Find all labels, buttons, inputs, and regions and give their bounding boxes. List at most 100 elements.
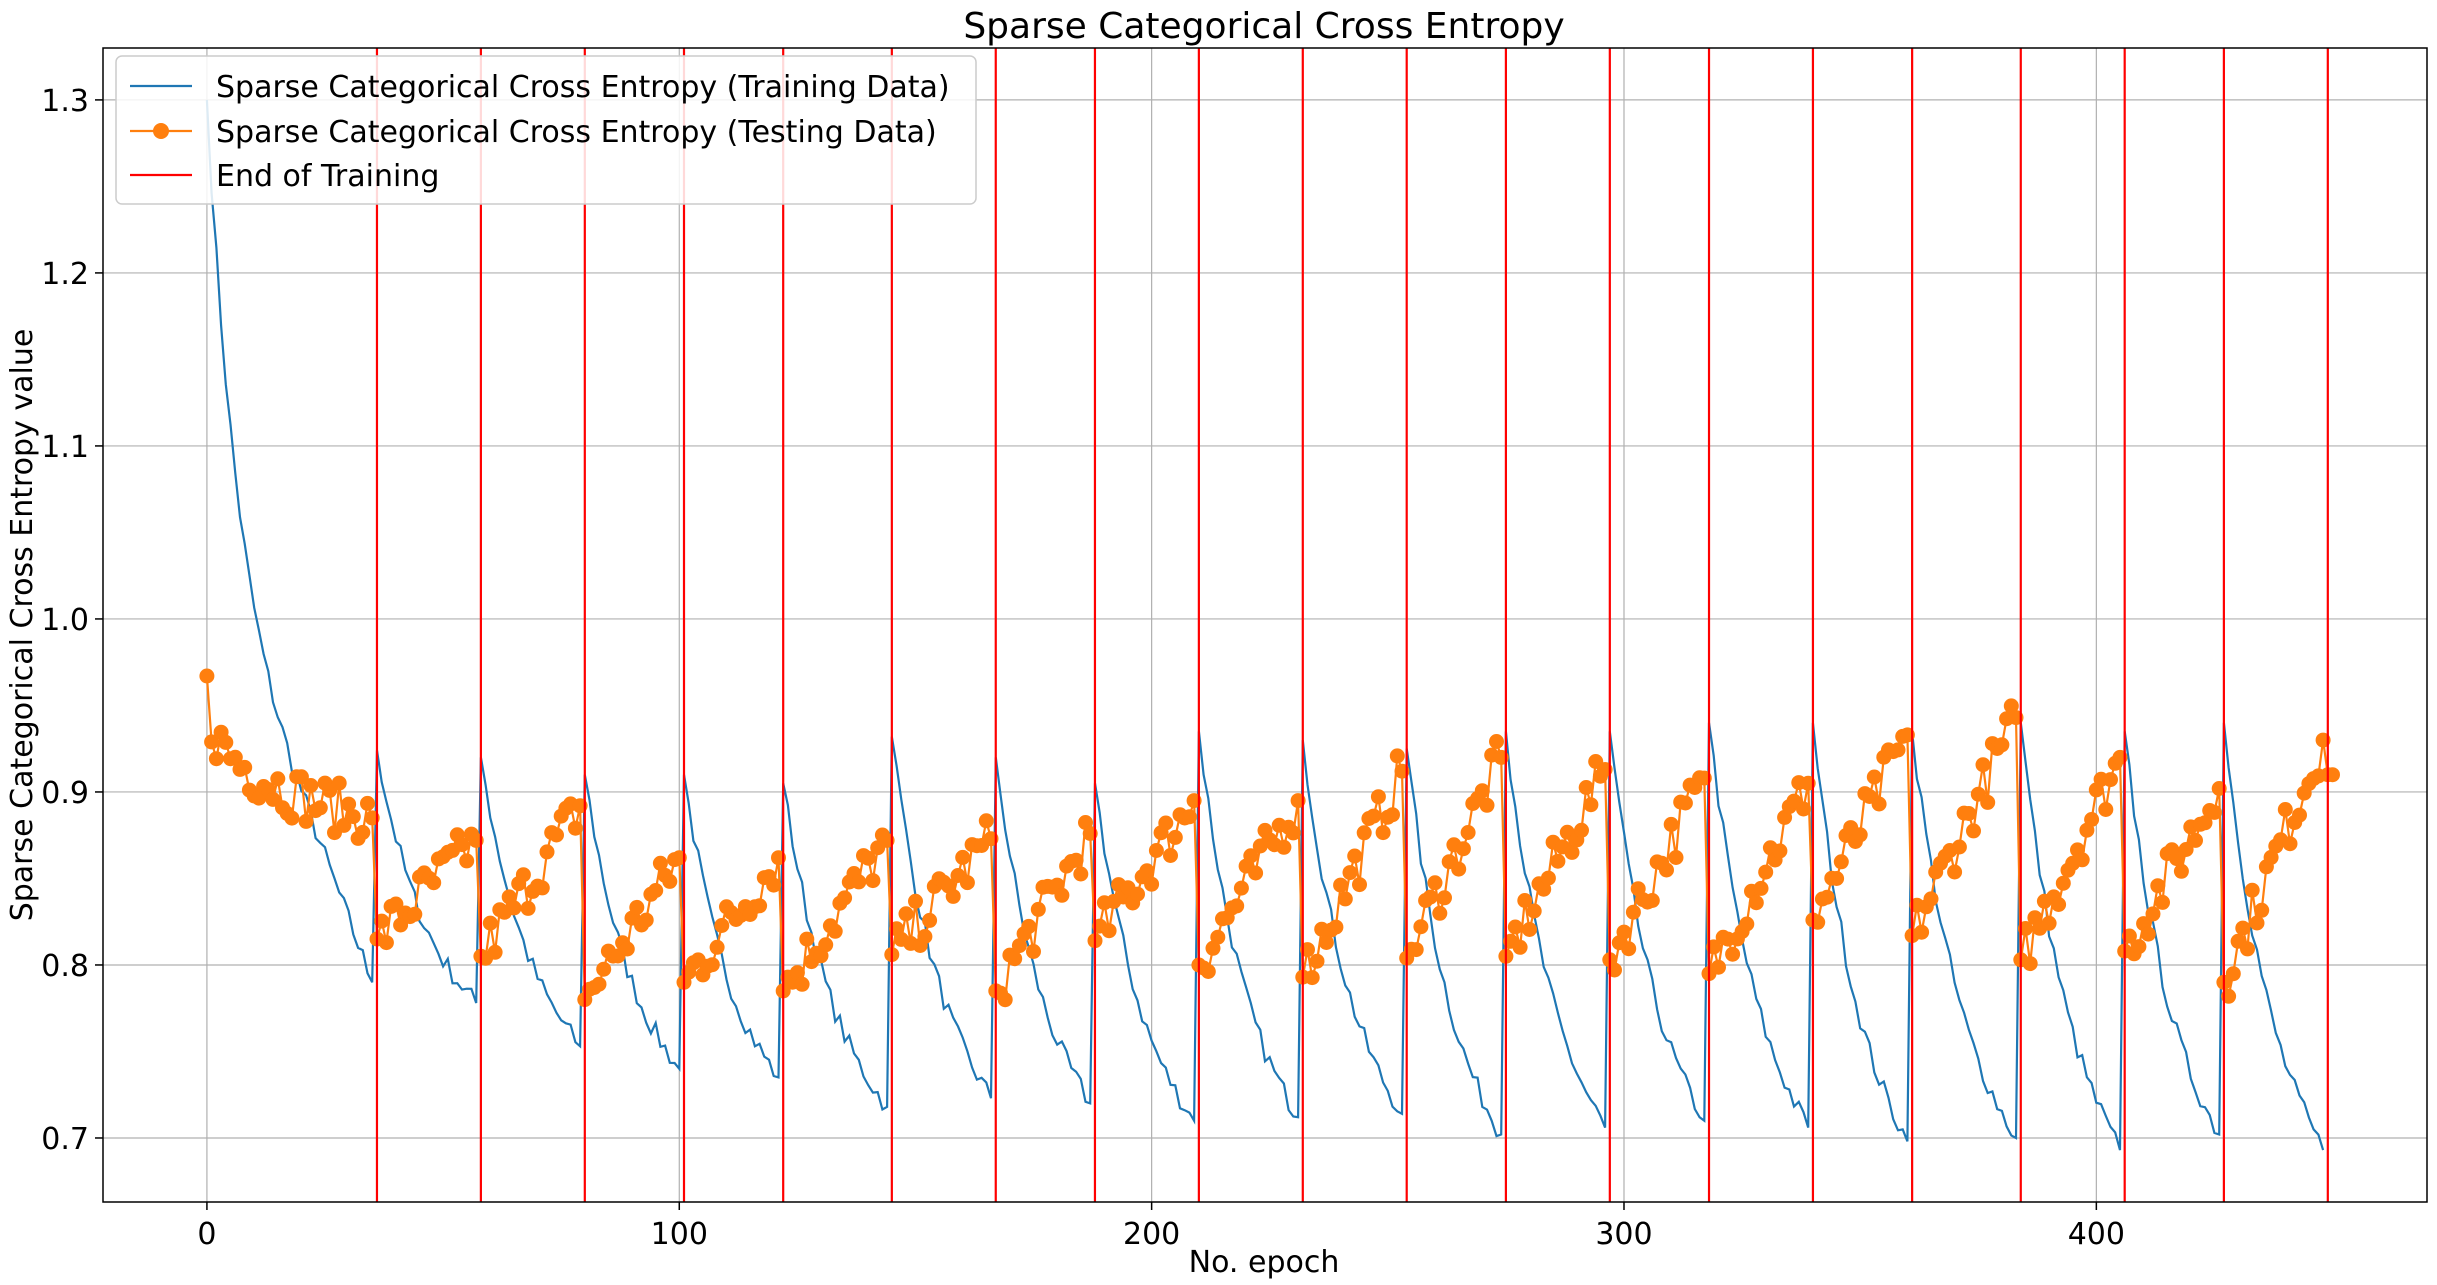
- testing-point: [1526, 903, 1542, 919]
- testing-point: [1347, 848, 1363, 864]
- x-tick-label: 300: [1595, 1217, 1652, 1252]
- testing-point: [1158, 815, 1174, 831]
- testing-point: [1370, 789, 1386, 805]
- legend-training-label: Sparse Categorical Cross Entropy (Traini…: [216, 70, 950, 105]
- testing-point: [1574, 822, 1589, 838]
- testing-point: [1914, 924, 1930, 940]
- testing-point: [1030, 901, 1046, 917]
- testing-point: [1725, 946, 1741, 962]
- testing-point: [1980, 794, 1996, 810]
- testing-point: [2173, 863, 2189, 879]
- testing-point: [596, 961, 612, 977]
- testing-point: [1833, 854, 1849, 870]
- x-axis-label: No. epoch: [1189, 1245, 1340, 1280]
- testing-point: [1328, 919, 1344, 935]
- testing-point: [1947, 864, 1963, 880]
- testing-point: [2169, 851, 2185, 867]
- testing-point: [204, 734, 220, 750]
- testing-point: [1309, 953, 1325, 969]
- testing-point: [1753, 880, 1769, 896]
- testing-point: [2131, 939, 2147, 955]
- testing-point: [1352, 877, 1367, 893]
- testing-point: [591, 976, 607, 992]
- y-tick-label: 0.9: [41, 776, 89, 811]
- testing-point: [945, 888, 961, 904]
- testing-point: [1866, 769, 1882, 785]
- testing-point: [227, 749, 243, 765]
- testing-point: [2254, 902, 2270, 918]
- testing-point: [2263, 849, 2279, 865]
- training-series: [205, 99, 2325, 1151]
- testing-point: [714, 918, 730, 933]
- testing-point: [218, 734, 234, 750]
- testing-point: [1616, 924, 1632, 940]
- testing-point: [1342, 865, 1358, 881]
- testing-series: [199, 668, 2340, 1008]
- testing-point: [799, 931, 815, 947]
- testing-point: [652, 855, 668, 871]
- training-line: [205, 99, 2325, 1151]
- testing-point: [378, 935, 394, 951]
- testing-point: [766, 877, 782, 893]
- testing-point: [662, 873, 678, 889]
- testing-point: [1923, 891, 1939, 907]
- testing-point: [331, 775, 347, 791]
- chart-title: Sparse Categorical Cross Entropy: [963, 6, 1564, 47]
- testing-point: [2150, 878, 2166, 894]
- testing-point: [336, 817, 352, 833]
- testing-point: [997, 992, 1013, 1008]
- testing-point: [1460, 825, 1476, 840]
- testing-point: [619, 941, 635, 957]
- end-of-training-lines: [375, 48, 2329, 1202]
- testing-point: [539, 844, 555, 860]
- testing-point: [1054, 887, 1070, 903]
- testing-point: [1644, 893, 1660, 908]
- testing-point: [1026, 944, 1041, 959]
- testing-point: [1578, 780, 1594, 795]
- legend-end-of-training-label: End of Training: [216, 159, 439, 194]
- testing-point: [2240, 941, 2255, 957]
- testing-point: [1437, 890, 1452, 906]
- testing-point: [1210, 929, 1226, 945]
- testing-point: [2282, 836, 2298, 852]
- testing-point: [1413, 919, 1429, 935]
- testing-point: [1668, 850, 1684, 865]
- testing-point: [2140, 926, 2156, 942]
- testing-point: [1167, 829, 1183, 845]
- testing-point: [1748, 895, 1764, 911]
- testing-point: [2249, 915, 2265, 931]
- testing-point: [567, 820, 583, 836]
- testing-point: [865, 873, 881, 889]
- y-tick-label: 1.2: [41, 257, 89, 292]
- testing-point: [388, 896, 404, 912]
- y-tick-label: 1.3: [41, 84, 89, 119]
- testing-point: [1711, 959, 1726, 975]
- testing-point: [1852, 827, 1868, 843]
- legend-testing-marker: [153, 123, 169, 139]
- testing-point: [1427, 875, 1443, 891]
- testing-point: [360, 795, 375, 811]
- testing-point: [1961, 806, 1977, 821]
- testing-point: [1318, 935, 1334, 950]
- testing-point: [1139, 863, 1155, 879]
- testing-point: [2103, 772, 2118, 788]
- axis-ticks: 0 100 200 300 400 0.7 0.8 0.9 1.0 1.1 1.2 1.3: [41, 84, 2125, 1252]
- testing-point: [860, 850, 876, 866]
- testing-point: [922, 912, 938, 928]
- testing-point: [2145, 906, 2161, 922]
- testing-point: [851, 874, 867, 890]
- testing-point: [2292, 807, 2307, 823]
- testing-point: [2003, 698, 2019, 714]
- grid: [103, 48, 2427, 1202]
- testing-point: [1550, 853, 1566, 869]
- testing-point: [1890, 742, 1906, 758]
- testing-point: [2197, 815, 2213, 831]
- testing-point: [341, 796, 357, 812]
- testing-point: [955, 849, 971, 865]
- legend-box: [115, 55, 977, 205]
- testing-point: [284, 810, 300, 826]
- y-tick-label: 1.1: [41, 430, 89, 465]
- testing-point: [1101, 923, 1117, 939]
- testing-point: [2041, 915, 2057, 931]
- testing-point: [2022, 956, 2038, 972]
